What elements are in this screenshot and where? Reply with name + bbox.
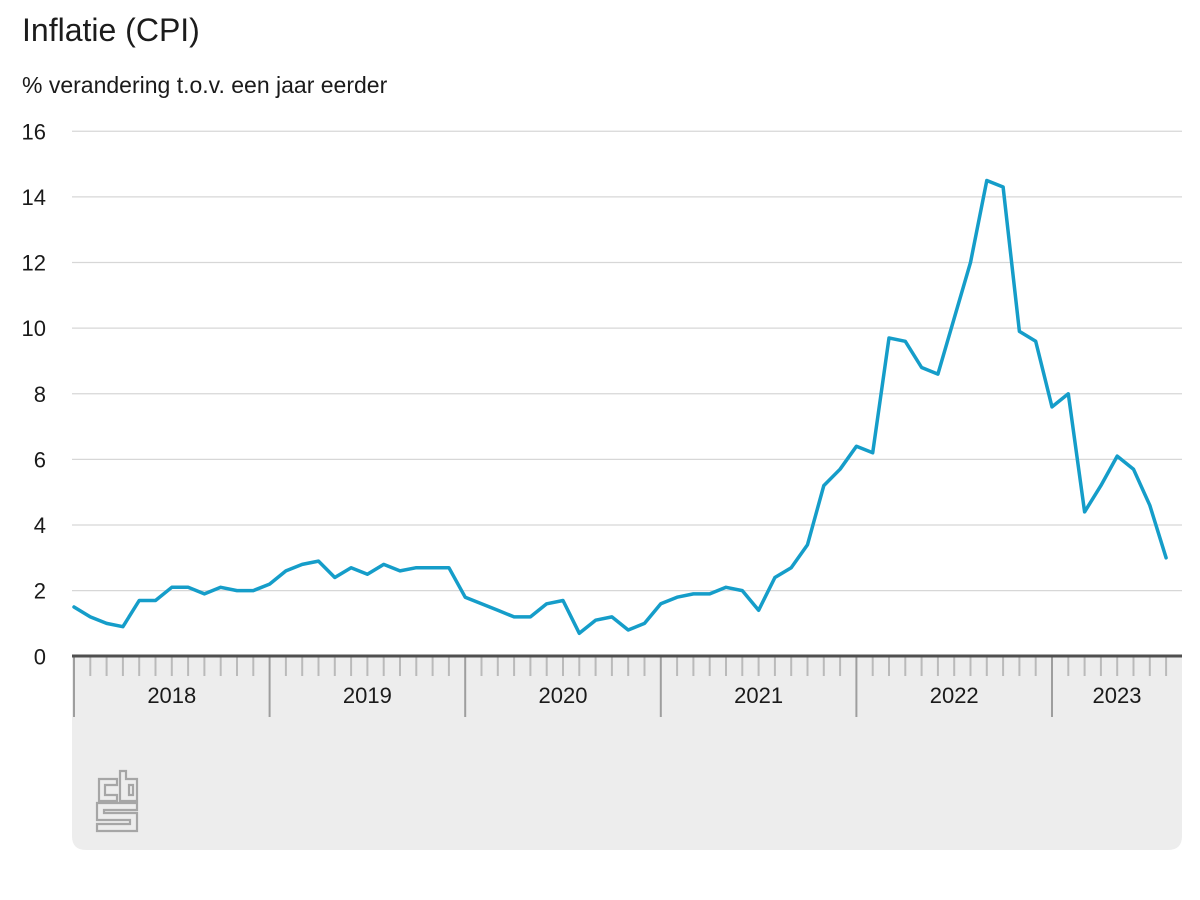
chart-subtitle: % verandering t.o.v. een jaar eerder — [22, 72, 388, 98]
y-axis-label-14: 14 — [22, 185, 46, 210]
x-axis-year-label-2021: 2021 — [734, 683, 783, 708]
y-axis-label-4: 4 — [34, 513, 46, 538]
x-axis-year-label-2023: 2023 — [1093, 683, 1142, 708]
y-axis-label-0: 0 — [34, 644, 46, 669]
cbs-logo-letter-s — [95, 801, 139, 833]
x-axis-year-label-2019: 2019 — [343, 683, 392, 708]
x-axis-year-label-2020: 2020 — [539, 683, 588, 708]
cbs-logo-letter-b — [118, 769, 139, 803]
cbs-logo-letter-c — [97, 777, 119, 803]
cbs-logo — [95, 769, 139, 833]
x-axis-band — [72, 656, 1182, 850]
y-axis-label-2: 2 — [34, 579, 46, 604]
x-axis-year-label-2018: 2018 — [147, 683, 196, 708]
data-line-cpi — [72, 178, 1168, 636]
y-axis-label-6: 6 — [34, 447, 46, 472]
y-axis-label-8: 8 — [34, 382, 46, 407]
y-axis-label-10: 10 — [22, 316, 46, 341]
y-axis-label-12: 12 — [22, 251, 46, 276]
y-axis-label-16: 16 — [22, 119, 46, 144]
x-axis-year-label-2022: 2022 — [930, 683, 979, 708]
chart-title: Inflatie (CPI) — [22, 12, 200, 48]
